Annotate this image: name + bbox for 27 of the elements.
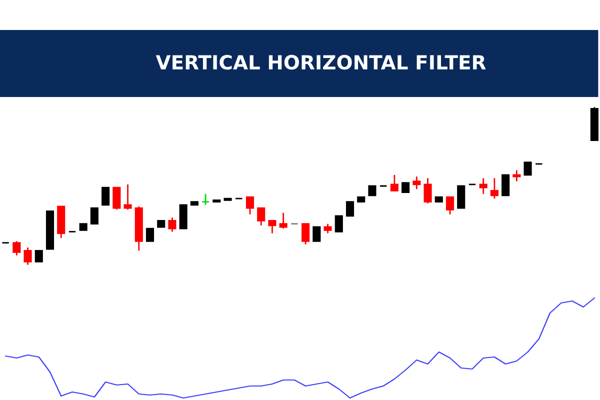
candlestick bbox=[202, 193, 210, 206]
candlestick bbox=[79, 223, 88, 231]
candlestick bbox=[157, 220, 166, 228]
candlestick bbox=[212, 199, 221, 202]
candlestick bbox=[179, 204, 188, 230]
candlestick bbox=[312, 226, 321, 242]
candlestick bbox=[224, 198, 232, 201]
candlestick bbox=[402, 182, 410, 194]
candlestick bbox=[334, 215, 343, 232]
candlestick bbox=[34, 250, 43, 262]
candlestick bbox=[102, 186, 110, 206]
candlestick bbox=[168, 216, 176, 232]
candlestick bbox=[246, 196, 254, 216]
candlestick bbox=[90, 207, 98, 225]
candlestick bbox=[146, 228, 154, 242]
candlestick bbox=[434, 196, 443, 202]
candlestick bbox=[479, 177, 488, 195]
candlestick bbox=[368, 185, 376, 196]
candlestick bbox=[346, 201, 354, 217]
candlestick bbox=[46, 210, 54, 250]
candlestick bbox=[390, 174, 398, 192]
candlestick bbox=[502, 174, 510, 196]
candlestick bbox=[457, 185, 466, 209]
candlestick bbox=[524, 162, 532, 176]
chart-title: VERTICAL HORIZONTAL FILTER bbox=[156, 54, 486, 70]
candlestick bbox=[124, 184, 132, 210]
candlestick bbox=[357, 196, 366, 202]
